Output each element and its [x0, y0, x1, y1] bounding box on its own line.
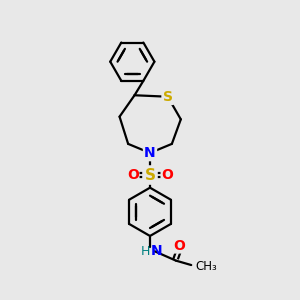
Text: O: O	[127, 168, 139, 182]
Text: O: O	[161, 168, 173, 182]
Text: CH₃: CH₃	[195, 260, 217, 273]
Text: O: O	[173, 239, 185, 253]
Text: N: N	[151, 244, 162, 258]
Text: S: S	[145, 167, 155, 182]
Text: H: H	[141, 245, 150, 258]
Text: N: N	[144, 146, 156, 160]
Text: S: S	[163, 90, 173, 104]
